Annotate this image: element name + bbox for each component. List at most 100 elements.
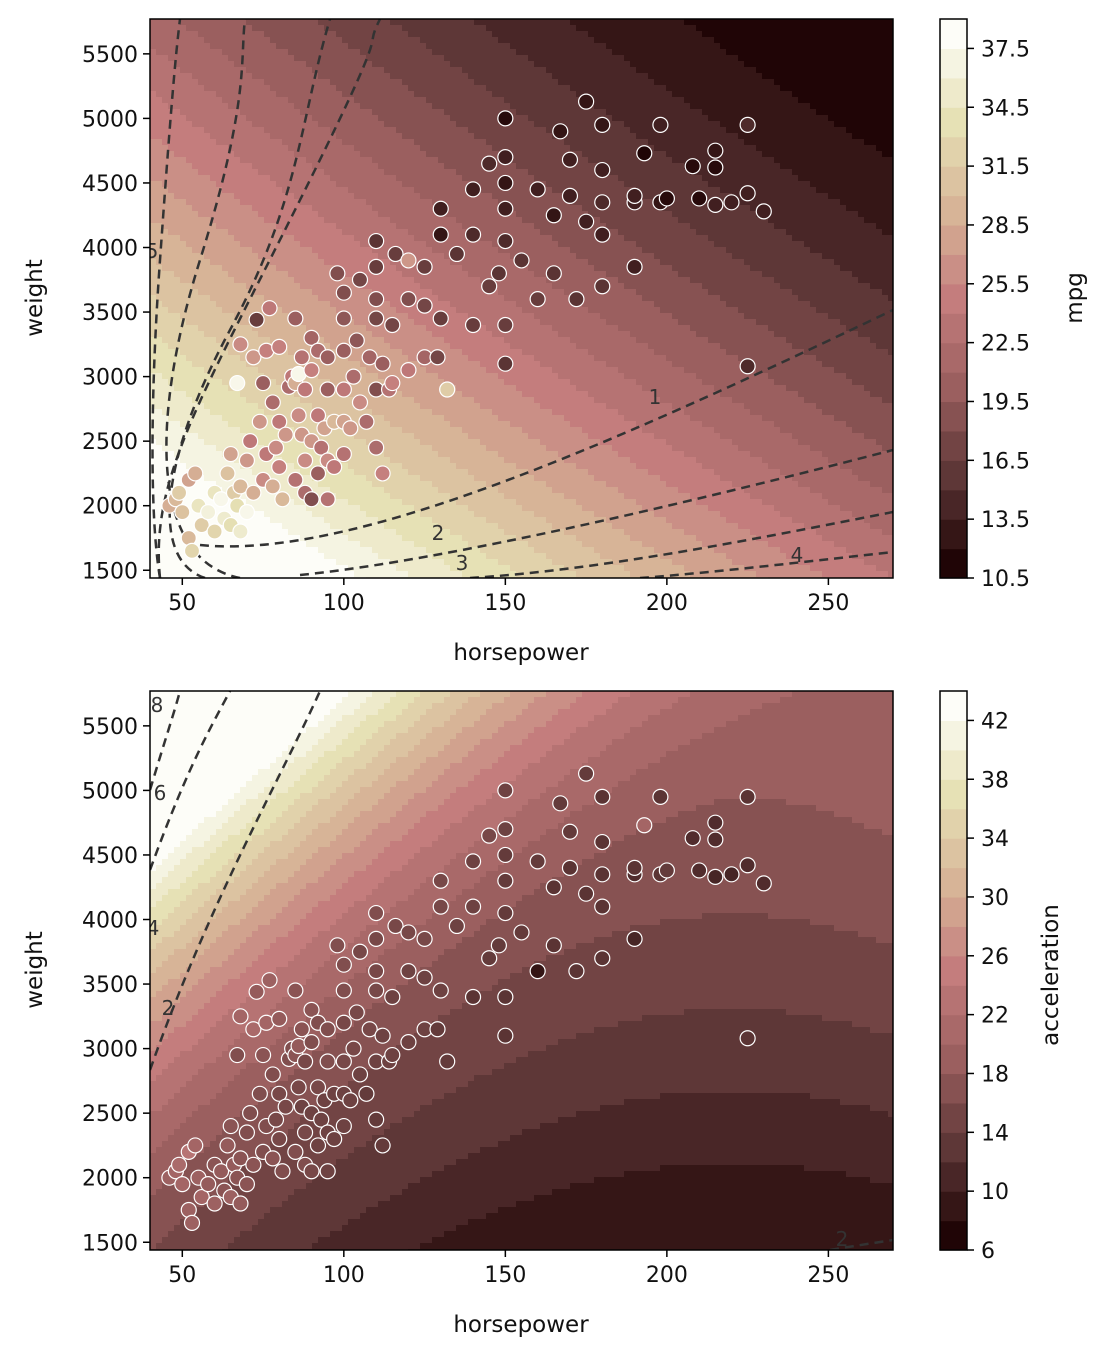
mpg-contour-cell bbox=[450, 217, 457, 224]
mpg-contour-cell bbox=[228, 211, 235, 218]
mpg-contour-cell bbox=[786, 91, 793, 98]
mpg-contour-cell bbox=[312, 115, 319, 122]
mpg-contour-cell bbox=[690, 43, 697, 50]
mpg-contour-cell bbox=[522, 19, 529, 26]
mpg-contour-cell bbox=[480, 205, 487, 212]
mpg-contour-cell bbox=[672, 193, 679, 200]
mpg-contour-cell bbox=[618, 145, 625, 152]
mpg-contour-cell bbox=[810, 241, 817, 248]
mpg-contour-cell bbox=[600, 253, 607, 260]
mpg-contour-cell bbox=[246, 205, 253, 212]
mpg-contour-cell bbox=[396, 127, 403, 134]
mpg-contour-cell bbox=[630, 151, 637, 158]
mpg-contour-cell bbox=[636, 217, 643, 224]
mpg-contour-cell bbox=[666, 175, 673, 182]
mpg-contour-cell bbox=[486, 145, 493, 152]
mpg-contour-cell bbox=[582, 187, 589, 194]
mpg-contour-cell bbox=[696, 67, 703, 74]
mpg-contour-cell bbox=[768, 169, 775, 176]
mpg-contour-cell bbox=[384, 121, 391, 128]
mpg-contour-cell bbox=[432, 49, 439, 56]
mpg-contour-cell bbox=[576, 157, 583, 164]
mpg-contour-cell bbox=[672, 67, 679, 74]
mpg-contour-cell bbox=[240, 229, 247, 236]
mpg-contour-cell bbox=[834, 109, 841, 116]
mpg-contour-cell bbox=[384, 241, 391, 248]
mpg-contour-cell bbox=[270, 19, 277, 26]
mpg-contour-cell bbox=[654, 253, 661, 260]
mpg-contour-cell bbox=[420, 85, 427, 92]
mpg-contour-cell bbox=[750, 103, 757, 110]
mpg-contour-cell bbox=[396, 31, 403, 38]
mpg-contour-cell bbox=[180, 115, 187, 122]
mpg-contour-cell bbox=[762, 61, 769, 68]
mpg-contour-cell bbox=[192, 145, 199, 152]
mpg-contour-cell bbox=[432, 73, 439, 80]
mpg-contour-cell bbox=[402, 181, 409, 188]
mpg-contour-cell bbox=[816, 85, 823, 92]
mpg-contour-cell bbox=[732, 79, 739, 86]
mpg-contour-cell bbox=[846, 253, 853, 260]
mpg-contour-cell bbox=[366, 121, 373, 128]
mpg-contour-cell bbox=[342, 229, 349, 236]
mpg-contour-cell bbox=[666, 223, 673, 230]
mpg-contour-cell bbox=[606, 211, 613, 218]
mpg-contour-cell bbox=[432, 127, 439, 134]
mpg-contour-cell bbox=[786, 145, 793, 152]
mpg-contour-cell bbox=[468, 67, 475, 74]
mpg-contour-cell bbox=[294, 19, 301, 26]
mpg-contour-cell bbox=[732, 55, 739, 62]
mpg-contour-cell bbox=[588, 79, 595, 86]
mpg-contour-cell bbox=[780, 253, 787, 260]
mpg-contour-cell bbox=[384, 133, 391, 140]
mpg-contour-cell bbox=[750, 253, 757, 260]
mpg-contour-cell bbox=[162, 259, 169, 266]
mpg-contour-cell bbox=[168, 259, 175, 266]
mpg-contour-cell bbox=[714, 235, 721, 242]
mpg-contour-cell bbox=[714, 211, 721, 218]
mpg-contour-cell bbox=[420, 217, 427, 224]
mpg-contour-cell bbox=[150, 19, 157, 26]
mpg-contour-cell bbox=[690, 127, 697, 134]
mpg-contour-cell bbox=[852, 67, 859, 74]
mpg-contour-cell bbox=[702, 109, 709, 116]
mpg-contour-cell bbox=[888, 85, 893, 92]
mpg-contour-cell bbox=[492, 133, 499, 140]
mpg-contour-cell bbox=[324, 79, 331, 86]
mpg-contour-cell bbox=[444, 145, 451, 152]
mpg-contour-cell bbox=[204, 247, 211, 254]
mpg-contour-cell bbox=[156, 115, 163, 122]
mpg-contour-cell bbox=[714, 43, 721, 50]
mpg-contour-cell bbox=[582, 109, 589, 116]
mpg-contour-cell bbox=[822, 85, 829, 92]
mpg-contour-cell bbox=[756, 151, 763, 158]
mpg-contour-cell bbox=[804, 241, 811, 248]
mpg-contour-cell bbox=[684, 103, 691, 110]
mpg-contour-cell bbox=[258, 139, 265, 146]
mpg-contour-cell bbox=[768, 241, 775, 248]
mpg-contour-cell bbox=[876, 211, 883, 218]
mpg-contour-cell bbox=[330, 109, 337, 116]
mpg-contour-cell bbox=[336, 55, 343, 62]
mpg-contour-cell bbox=[468, 103, 475, 110]
mpg-contour-cell bbox=[744, 25, 751, 32]
mpg-contour-cell bbox=[354, 103, 361, 110]
mpg-contour-cell bbox=[420, 247, 427, 254]
mpg-contour-cell bbox=[882, 127, 889, 134]
mpg-contour-cell bbox=[540, 169, 547, 176]
mpg-contour-cell bbox=[870, 43, 877, 50]
mpg-contour-cell bbox=[234, 43, 241, 50]
mpg-contour-cell bbox=[480, 31, 487, 38]
mpg-contour-cell bbox=[564, 37, 571, 44]
mpg-contour-cell bbox=[390, 175, 397, 182]
mpg-contour-cell bbox=[708, 247, 715, 254]
mpg-contour-cell bbox=[708, 127, 715, 134]
mpg-contour-cell bbox=[372, 121, 379, 128]
mpg-contour-cell bbox=[540, 175, 547, 182]
mpg-contour-cell bbox=[156, 241, 163, 248]
mpg-contour-cell bbox=[822, 139, 829, 146]
mpg-contour-cell bbox=[600, 151, 607, 158]
mpg-contour-cell bbox=[708, 157, 715, 164]
mpg-contour-cell bbox=[504, 223, 511, 230]
mpg-contour-cell bbox=[738, 61, 745, 68]
